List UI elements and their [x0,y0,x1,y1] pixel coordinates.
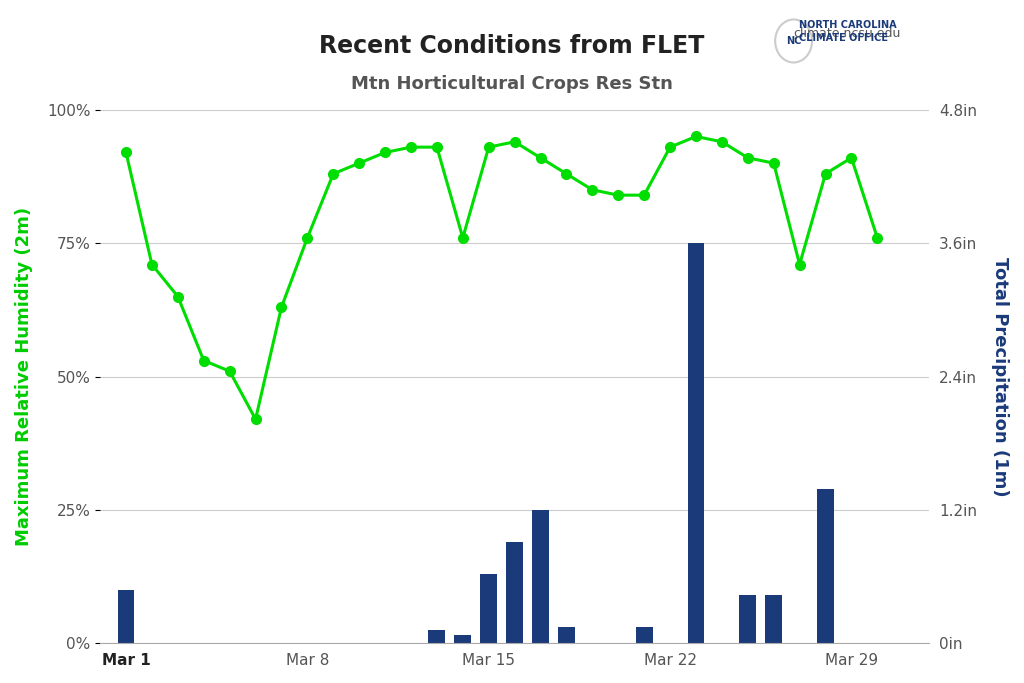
Text: NC: NC [785,36,802,46]
Bar [506,542,523,643]
Bar [558,627,574,643]
Bar [687,243,705,643]
Bar [118,590,134,643]
Bar [455,635,471,643]
Text: NC STATE: NC STATE [19,38,124,57]
Bar [428,630,445,643]
Bar [480,574,497,643]
Text: Recent Conditions from FLET: Recent Conditions from FLET [319,34,705,58]
Y-axis label: Maximum Relative Humidity (2m): Maximum Relative Humidity (2m) [15,207,33,546]
Bar [765,596,782,643]
Bar [817,488,834,643]
Bar [739,596,756,643]
Text: climate.ncsu.edu: climate.ncsu.edu [794,27,901,40]
Bar [636,627,652,643]
Y-axis label: Total Precipitation (1m): Total Precipitation (1m) [991,257,1009,497]
Bar [532,510,549,643]
Text: NORTH CAROLINA
CLIMATE OFFICE: NORTH CAROLINA CLIMATE OFFICE [799,20,896,43]
Text: Mtn Horticultural Crops Res Stn: Mtn Horticultural Crops Res Stn [351,75,673,93]
